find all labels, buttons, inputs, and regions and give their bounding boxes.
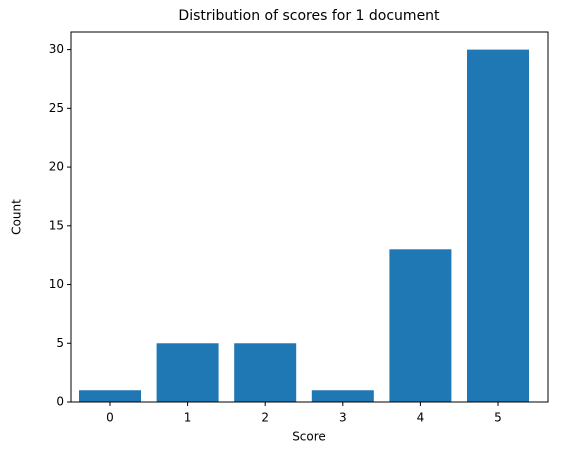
chart-title: Distribution of scores for 1 document — [178, 8, 440, 24]
y-tick-label: 15 — [49, 218, 64, 232]
y-tick-label: 20 — [49, 160, 64, 174]
axes-frame — [70, 31, 549, 403]
bar — [311, 390, 374, 402]
bar — [79, 390, 141, 402]
y-tick-label: 25 — [49, 101, 64, 115]
x-tick-label: 4 — [417, 411, 425, 425]
bar — [234, 343, 297, 402]
y-tick-label: 30 — [49, 42, 64, 56]
x-tick-label: 2 — [261, 411, 269, 425]
x-tick-label: 0 — [106, 411, 114, 425]
x-tick-label: 3 — [339, 411, 347, 425]
y-tick-label: 10 — [49, 277, 64, 291]
bar — [467, 49, 529, 402]
y-axis-label: Count — [10, 199, 24, 235]
y-tick-label: 5 — [56, 336, 64, 350]
bar — [156, 343, 219, 402]
x-tick-label: 5 — [494, 411, 502, 425]
x-tick-label: 1 — [184, 411, 192, 425]
y-tick-label: 0 — [56, 395, 64, 409]
bar — [389, 249, 452, 402]
x-axis-label: Score — [292, 430, 326, 444]
